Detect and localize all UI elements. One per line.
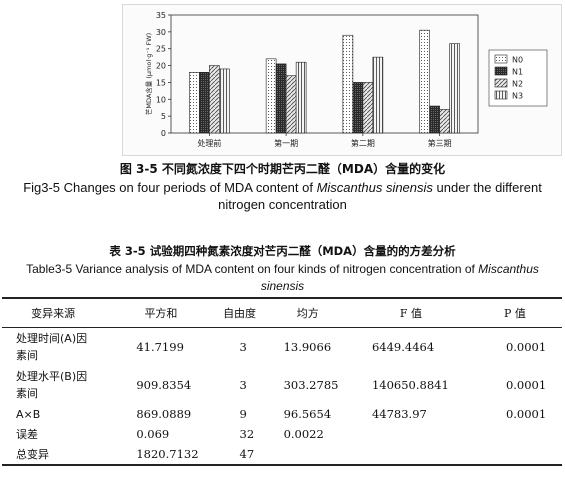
y-tick-label: 30 <box>156 28 166 37</box>
row-p: 0.0001 <box>505 378 547 392</box>
chart-legend: N0 N1 N2 N3 <box>488 49 548 107</box>
y-tick-label: 35 <box>156 11 166 20</box>
y-tick-label: 10 <box>156 95 166 104</box>
table-caption-en: Table3-5 Variance analysis of MDA conten… <box>26 262 539 276</box>
row-f: 140650.8841 <box>371 378 449 392</box>
y-tick-label: 25 <box>156 45 166 54</box>
row-p <box>468 424 562 444</box>
row-ss: 1820.7132 <box>104 444 218 466</box>
row-df: 3 <box>239 340 247 354</box>
legend-swatch-N1 <box>494 66 508 76</box>
row-ms <box>261 444 354 466</box>
table-row: 处理水平(B)因 素间 909.8354 3 303.2785 140650.88… <box>2 366 562 404</box>
row-ss: 41.7199 <box>136 340 184 354</box>
bar-N2-1 <box>285 75 297 134</box>
row-ms: 0.0022 <box>283 427 324 441</box>
bar-N0-1 <box>265 58 277 134</box>
row-ms: 303.2785 <box>283 378 339 392</box>
bar-N2-0 <box>209 65 220 134</box>
bar-N3-2 <box>372 56 384 134</box>
legend-swatch-N0 <box>494 54 508 64</box>
row-df: 3 <box>239 378 247 392</box>
table-header-row: 变异来源 平方和 自由度 均方 F 值 P 值 <box>2 297 562 328</box>
legend-label-N3: N3 <box>512 92 523 101</box>
x-tick-label: 第一期 <box>274 138 298 148</box>
header-p: P 值 <box>467 297 562 328</box>
bar-N3-0 <box>219 68 230 134</box>
row-f <box>354 424 468 444</box>
legend-label-N0: N0 <box>512 56 523 65</box>
header-source: 变异来源 <box>2 297 105 328</box>
bar-N2-2 <box>362 82 374 134</box>
row-f <box>353 444 468 466</box>
row-ss: 869.0889 <box>136 407 192 421</box>
bar-N1-3 <box>429 105 440 134</box>
row-df: 9 <box>239 407 247 421</box>
table-row: 总变异 1820.7132 47 <box>2 444 562 466</box>
bar-N1-2 <box>352 82 364 134</box>
row-source: 处理时间(A)因 素间 <box>16 332 88 362</box>
row-ss: 909.8354 <box>136 378 192 392</box>
figure-caption-en: Fig3-5 Changes on four periods of MDA co… <box>23 180 542 195</box>
y-tick-label: 20 <box>156 62 166 71</box>
bar-N1-0 <box>199 72 210 134</box>
row-f: 6449.4464 <box>371 340 435 354</box>
x-tick-label: 处理前 <box>197 138 221 148</box>
chart-axes: 0 5 10 15 20 25 30 35 芒MDA含量 (μmol·g⁻¹ FW) 处理前 第一期… <box>144 11 479 148</box>
row-f: 44783.97 <box>371 407 427 421</box>
table-caption-en-line2: sinensis <box>260 279 305 293</box>
header-df: 自由度 <box>217 297 262 328</box>
bar-N1-1 <box>275 63 287 134</box>
row-ms: 96.5654 <box>283 407 332 421</box>
row-source: 误差 <box>16 427 38 441</box>
table-row: 误差 0.069 32 0.0022 <box>2 424 562 444</box>
y-tick-label: 0 <box>161 129 166 138</box>
row-source: 处理水平(B)因 素间 <box>16 370 88 400</box>
row-p: 0.0001 <box>505 407 547 421</box>
legend-label-N2: N2 <box>512 80 523 89</box>
row-df: 32 <box>239 427 255 441</box>
mda-bar-chart: 0 5 10 15 20 25 30 35 芒MDA含量 (μmol·g⁻¹ FW) 处理前 第一期… <box>144 11 548 148</box>
row-p: 0.0001 <box>505 340 547 354</box>
bar-N3-1 <box>295 61 307 134</box>
anova-table: 变异来源 平方和 自由度 均方 F 值 P 值 处理时间(A)因 素间 41.71… <box>2 297 562 466</box>
table-row: 处理时间(A)因 素间 41.7199 3 13.9066 6449.4464 0… <box>2 328 562 367</box>
header-ms: 均方 <box>261 297 354 328</box>
bar-N0-3 <box>419 29 430 134</box>
row-p <box>467 444 562 466</box>
figure-caption-cn: 图 3-5 不同氮浓度下四个时期芒丙二醛（MDA）含量的变化 <box>119 162 446 176</box>
x-tick-label: 第二期 <box>351 138 375 148</box>
y-tick-label: 5 <box>161 112 166 121</box>
bar-N0-0 <box>189 72 200 134</box>
legend-swatch-N2 <box>494 78 508 88</box>
header-f: F 值 <box>353 297 468 328</box>
row-df: 47 <box>217 444 262 466</box>
header-ss: 平方和 <box>104 297 218 328</box>
legend-swatch-N3 <box>494 90 508 100</box>
bar-N0-2 <box>342 34 354 134</box>
species-name: Miscanthus sinensis <box>316 180 433 195</box>
figure-panel: 0 5 10 15 20 25 30 35 芒MDA含量 (μmol·g⁻¹ FW) 处理前 第一期… <box>122 4 562 156</box>
bar-N2-3 <box>439 109 450 134</box>
table-row: A×B 869.0889 9 96.5654 44783.97 0.0001 <box>2 404 562 424</box>
x-tick-label: 第三期 <box>428 138 452 148</box>
table-caption-cn: 表 3-5 试验期四种氮素浓度对芒丙二醛（MDA）含量的的方差分析 <box>109 244 456 258</box>
row-source: A×B <box>16 407 41 421</box>
row-ms: 13.9066 <box>283 340 332 354</box>
chart-bars <box>189 29 460 134</box>
row-source: 总变异 <box>2 444 105 466</box>
figure-caption-en-line2: nitrogen concentration <box>218 197 347 212</box>
y-axis-title: 芒MDA含量 (μmol·g⁻¹ FW) <box>144 33 153 115</box>
row-ss: 0.069 <box>136 427 170 441</box>
bar-N3-3 <box>449 43 460 134</box>
plot-frame <box>170 14 479 134</box>
y-tick-label: 15 <box>156 78 166 87</box>
legend-label-N1: N1 <box>512 68 523 77</box>
